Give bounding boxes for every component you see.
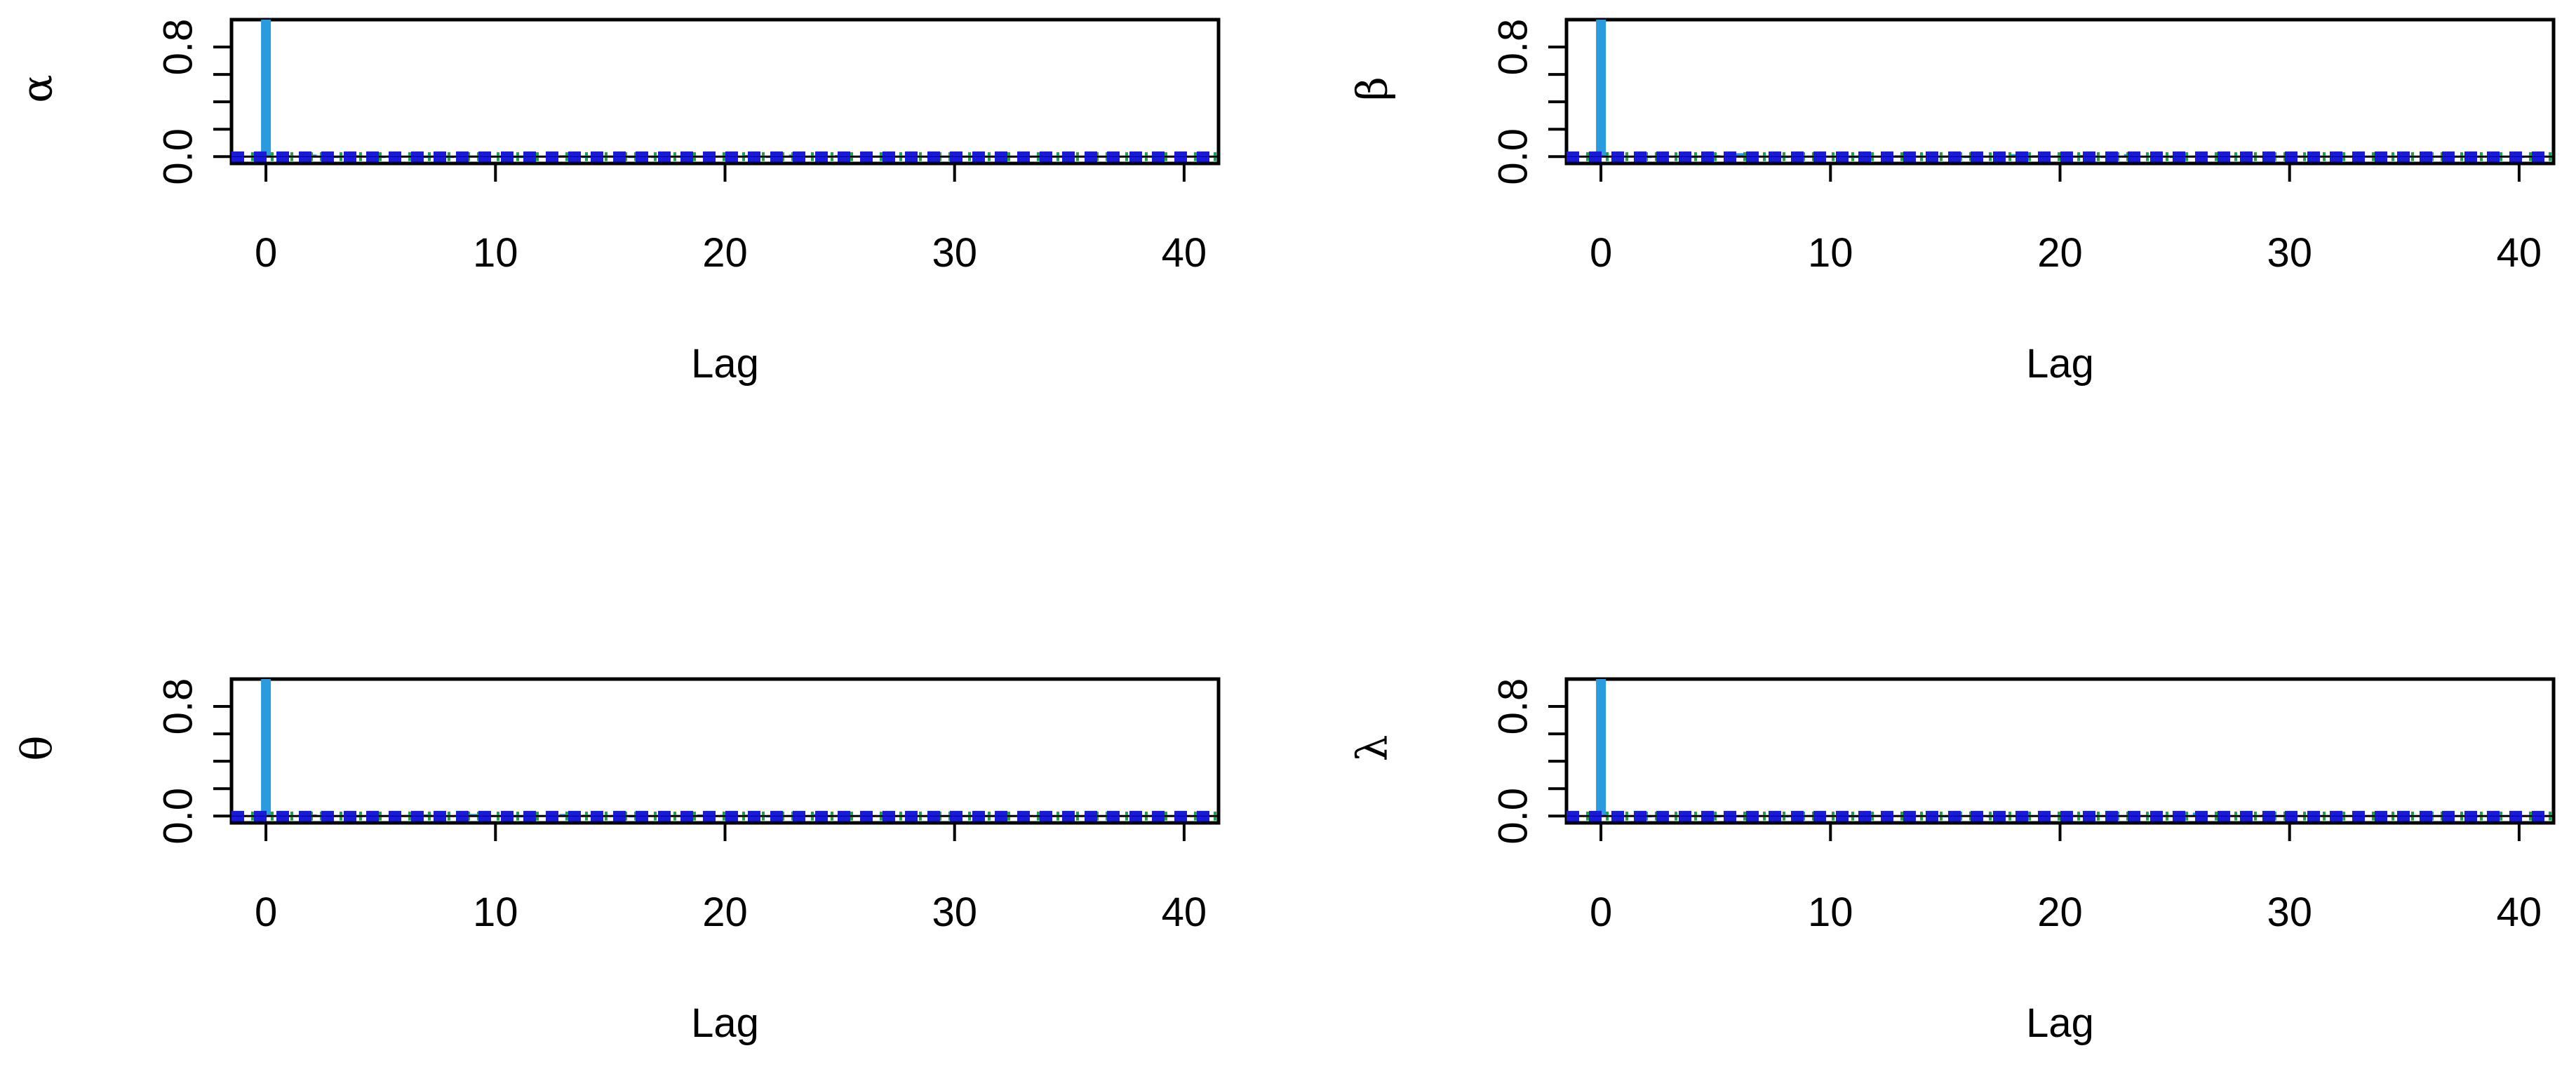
x-tick-label-30: 30 — [2267, 230, 2312, 276]
acf-bar-lag-0 — [1596, 20, 1606, 157]
acf-bar-lag-18 — [2009, 154, 2020, 157]
x-tick-label-30: 30 — [932, 890, 977, 935]
x-tick-label-0: 0 — [255, 230, 277, 276]
x-axis-title: Lag — [2026, 341, 2094, 387]
x-tick-label-10: 10 — [1808, 230, 1853, 276]
acf-panel-1: 0 10 20 30 40 0.0 0.8 Lag α — [13, 18, 1221, 387]
plot-frame — [1564, 677, 2556, 825]
x-tick-label-10: 10 — [473, 890, 518, 935]
x-tick-label-20: 20 — [2037, 890, 2083, 935]
x-tick-label-0: 0 — [1590, 890, 1612, 935]
plot-frame — [229, 18, 1221, 166]
x-tick-label-40: 40 — [2497, 890, 2542, 935]
x-tick-label-0: 0 — [1590, 230, 1612, 276]
acf-bar-lag-0 — [1596, 679, 1606, 817]
y-tick-label: 0.8 — [1490, 678, 1536, 735]
plot-frame — [229, 677, 1221, 825]
x-axis-title: Lag — [2026, 1000, 2094, 1046]
y-tick-label: 0.8 — [1490, 19, 1536, 76]
y-axis-title: λ — [1348, 734, 1397, 761]
y-tick-label: 0.0 — [155, 788, 201, 845]
x-tick-label-20: 20 — [702, 230, 748, 276]
y-axis-title: β — [1348, 76, 1397, 101]
x-tick-label-30: 30 — [932, 230, 977, 276]
acf-panel-3: 0 10 20 30 40 0.0 0.8 Lag θ — [13, 677, 1221, 1046]
x-tick-label-10: 10 — [473, 230, 518, 276]
y-tick-label: 0.0 — [1490, 128, 1536, 185]
acf-panel-2: 0 10 20 30 40 0.0 0.8 Lag β — [1348, 18, 2556, 387]
x-tick-label-40: 40 — [1162, 890, 1207, 935]
plot-frame — [1564, 18, 2556, 166]
acf-bar-lag-0 — [261, 20, 271, 157]
x-tick-label-40: 40 — [1162, 230, 1207, 276]
acf-bar-lag-0 — [261, 679, 271, 817]
x-tick-label-20: 20 — [2037, 230, 2083, 276]
y-tick-label: 0.0 — [1490, 788, 1536, 845]
y-tick-label: 0.8 — [155, 19, 201, 76]
x-tick-label-0: 0 — [255, 890, 277, 935]
acf-bar-lag-6 — [1733, 153, 1744, 157]
x-tick-label-40: 40 — [2497, 230, 2542, 276]
x-tick-label-20: 20 — [702, 890, 748, 935]
y-tick-label: 0.0 — [155, 128, 201, 185]
x-tick-label-10: 10 — [1808, 890, 1853, 935]
x-axis-title: Lag — [691, 1000, 759, 1046]
y-axis-title: θ — [13, 735, 62, 760]
x-axis-title: Lag — [691, 341, 759, 387]
x-tick-label-30: 30 — [2267, 890, 2312, 935]
acf-panel-4: 0 10 20 30 40 0.0 0.8 Lag λ — [1348, 677, 2556, 1046]
y-tick-label: 0.8 — [155, 678, 201, 735]
y-axis-title: α — [13, 74, 62, 103]
